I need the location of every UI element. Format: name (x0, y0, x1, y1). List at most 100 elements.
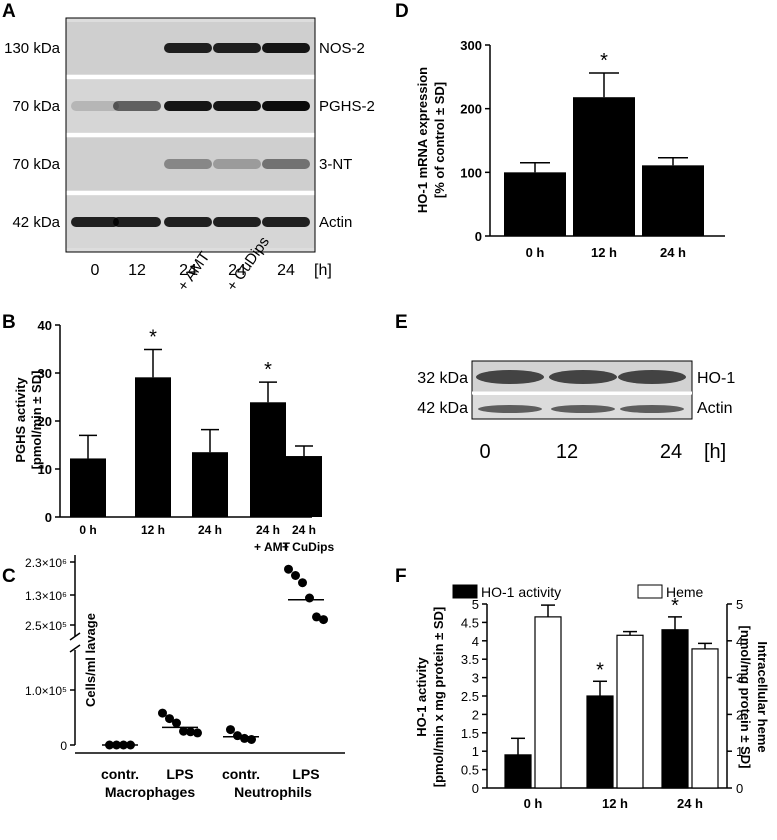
data-point (312, 612, 321, 622)
y2-axis-label: Intracellular heme (755, 641, 770, 752)
panel-label-f: F (395, 566, 407, 587)
y-tick-label: 10 (38, 462, 52, 477)
y2-tick-label: 1 (736, 744, 743, 759)
y-tick-label: 0 (60, 739, 67, 753)
data-point (193, 728, 202, 738)
x-tick-label: 12 h (591, 245, 617, 260)
blot-protein-label: Actin (319, 214, 352, 231)
lane-label: 24 (179, 262, 197, 279)
blot-band (164, 43, 212, 53)
legend-label: Heme (666, 584, 704, 600)
blot-size-label: 32 kDa (417, 370, 468, 387)
bar (691, 648, 719, 789)
y-axis-label: [pmol/min x mg protein ± SD] (431, 607, 446, 787)
bar (135, 377, 171, 517)
panel-a-western-blot: 130 kDa NOS-2 70 kDa PGHS-2 70 kDa 3-NT 42 kDa… (4, 17, 375, 294)
blot-size-label: 70 kDa (12, 156, 60, 173)
lane-label: 24 (228, 262, 246, 279)
blot-size-label: 42 kDa (417, 400, 468, 417)
data-point (284, 564, 293, 574)
significance-star: * (596, 659, 604, 681)
legend-swatch (637, 584, 663, 599)
y-tick-label: 2.3×10⁶ (25, 556, 67, 570)
y2-tick-label: 3 (736, 671, 743, 686)
y-tick-label: 1.0×10⁵ (25, 684, 67, 698)
significance-star: * (600, 50, 608, 72)
x-tick-label: 12 h (602, 796, 628, 811)
x-tick-label: 0 h (524, 796, 543, 811)
blot-size-label: 70 kDa (12, 98, 60, 115)
y-tick-label: 4.5 (461, 615, 479, 630)
blot-protein-label: Actin (697, 400, 733, 417)
blot-band (551, 405, 615, 413)
data-point (319, 615, 328, 625)
x-tick-label: 24 h (256, 523, 280, 537)
data-point (165, 714, 174, 724)
blot-band (71, 217, 119, 227)
y-axis-label: HO-1 activity (414, 656, 429, 736)
lane-label: 24 (277, 262, 295, 279)
x-tick-sublabel: + CuDips (282, 540, 335, 554)
data-point (172, 718, 181, 728)
y-tick-label: 0 (472, 781, 479, 796)
blot-band (618, 370, 686, 384)
x-tick-label: 24 h (198, 523, 222, 537)
lane-label: 0 (91, 262, 100, 279)
axis-break (69, 644, 81, 653)
y-tick-label: 2.5 (461, 689, 479, 704)
y-tick-label: 1 (472, 744, 479, 759)
legend-label: HO-1 activity (481, 584, 561, 600)
y-tick-label: 1.5 (461, 726, 479, 741)
blot-size-label: 130 kDa (4, 40, 61, 57)
blot-protein-label: HO-1 (697, 370, 735, 387)
y-axis-label: HO-1 mRNA expression (415, 67, 430, 213)
blot-protein-label: NOS-2 (319, 40, 365, 57)
blot-band (620, 405, 684, 413)
y2-tick-label: 0 (736, 781, 743, 796)
data-point (179, 726, 188, 736)
x-tick-label: contr. (101, 766, 139, 782)
y2-tick-label: 5 (736, 597, 743, 612)
y2-axis-label: [nmol/mg protein ± SD] (738, 626, 753, 769)
bar (192, 452, 228, 517)
blot-band (113, 101, 161, 111)
y-tick-label: 30 (38, 366, 52, 381)
lane-label: 12 (556, 441, 578, 463)
data-point (291, 571, 300, 580)
bar (642, 165, 704, 236)
blot-protein-label: 3-NT (319, 156, 352, 173)
blot-band (113, 217, 161, 227)
blot-band (476, 370, 544, 384)
x-tick-sublabel: + AMT (254, 540, 291, 554)
blot-band (164, 159, 212, 169)
bar (534, 616, 562, 789)
data-point (298, 578, 307, 588)
panel-c-cells-scatter: 0 1.0×10⁵ 2.5×10⁵ 1.3×10⁶ 2.3×10⁶ Cells/ml la… (25, 555, 345, 800)
y-tick-label: 3 (472, 671, 479, 686)
panel-label-d: D (395, 1, 409, 22)
panel-label-e: E (395, 312, 408, 333)
bar (661, 629, 689, 789)
blot-frame (65, 17, 316, 253)
blot-protein-label: PGHS-2 (319, 98, 375, 115)
panel-d-mrna-chart: 0 100 200 300 0 h * 12 h 24 h HO-1 mRNA expressi… (415, 38, 725, 260)
panel-label-a: A (2, 1, 16, 22)
group-label: Neutrophils (234, 784, 312, 800)
lane-label: 24 (660, 441, 682, 463)
y-tick-label: 200 (460, 102, 482, 117)
panel-label-b: B (2, 312, 16, 333)
bar (286, 456, 322, 517)
x-tick-label: 24 h (677, 796, 703, 811)
data-point (186, 727, 195, 737)
significance-star: * (671, 595, 679, 617)
blot-band (164, 217, 212, 227)
y-tick-label: 0.5 (461, 763, 479, 778)
panel-e-western-blot: 32 kDa 42 kDa HO-1 Actin 0 12 24 [h] (417, 360, 735, 463)
blot-size-label: 42 kDa (12, 214, 60, 231)
panel-f-activity-chart: 0 0.5 1 1.5 2 2.5 3 3.5 4 4.5 5 0 1 2 3 4 5 * * 0 h 12 h 24 h… (414, 584, 770, 811)
blot-band (71, 101, 119, 111)
y-tick-label: 1.3×10⁶ (25, 589, 67, 603)
y-axis-label: PGHS activity (13, 377, 28, 463)
blot-band (262, 101, 310, 111)
